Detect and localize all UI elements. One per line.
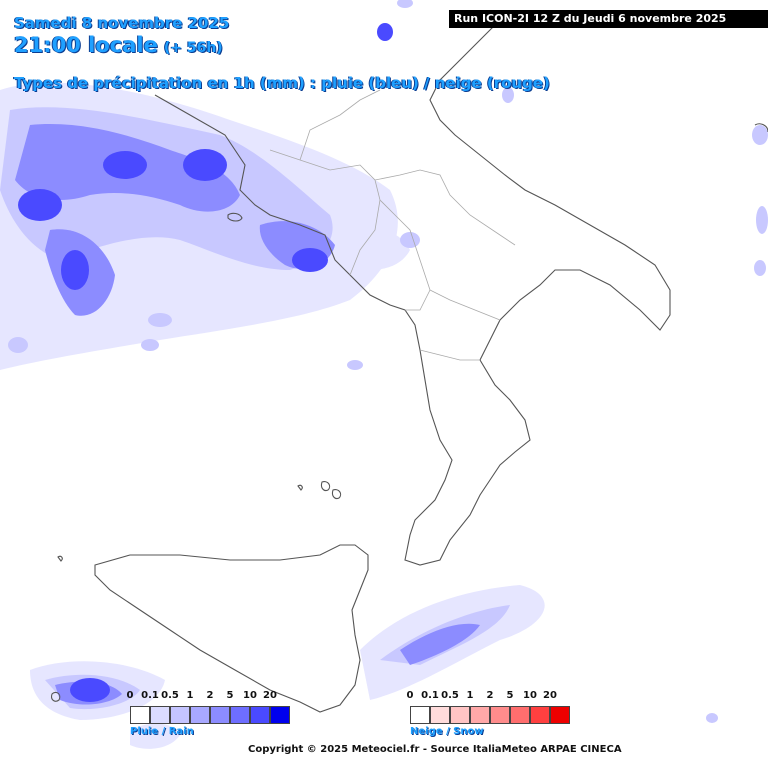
snow-legend-tick: 20 (543, 690, 557, 701)
snow-legend-boxes (410, 706, 570, 724)
rain-legend-swatch (190, 706, 210, 724)
snow-legend-swatch (410, 706, 430, 724)
regional-borders (269, 89, 516, 361)
snow-legend-swatch (430, 706, 450, 724)
snow-legend-tick: 0 (406, 690, 414, 701)
snow-legend-tick: 1 (466, 690, 474, 701)
snow-legend-caption: Neige / Snow (410, 726, 484, 737)
copyright-notice: Copyright © 2025 Meteociel.fr - Source I… (248, 744, 622, 755)
rain-legend-tick: 5 (226, 690, 234, 701)
rain-scattered-cells (8, 0, 768, 723)
rain-legend-swatch (250, 706, 270, 724)
forecast-date: Samedi 8 novembre 2025 (14, 14, 230, 32)
snow-legend-swatch (510, 706, 530, 724)
snow-legend: 0 0.1 0.5 1 2 5 10 20 Neige / Snow (406, 690, 570, 737)
snow-legend-tick: 5 (506, 690, 514, 701)
rain-legend-swatch (270, 706, 290, 724)
snow-legend-tick: 0.5 (441, 690, 459, 701)
rain-legend-swatch (210, 706, 230, 724)
rain-legend-tick: 10 (243, 690, 257, 701)
rain-heavy-cores (18, 23, 393, 702)
forecast-offset: (+ 56h) (163, 40, 223, 56)
coastlines (51, 24, 768, 713)
rain-legend-caption: Pluie / Rain (130, 726, 194, 737)
snow-legend-tick: 10 (523, 690, 537, 701)
rain-legend-swatch (170, 706, 190, 724)
rain-legend-tick: 0 (126, 690, 134, 701)
rain-legend-swatch (130, 706, 150, 724)
forecast-time: 21:00 locale (+ 56h) (14, 33, 223, 57)
forecast-time-value: 21:00 locale (14, 33, 158, 57)
rain-legend-tick: 1 (186, 690, 194, 701)
map-subtitle: Types de précipitation en 1h (mm) : plui… (14, 74, 550, 92)
run-banner: Run ICON-2I 12 Z du Jeudi 6 novembre 202… (449, 10, 768, 28)
rain-legend-boxes (130, 706, 290, 724)
rain-legend-tick: 0.1 (141, 690, 159, 701)
rain-legend-swatch (150, 706, 170, 724)
snow-legend-swatch (490, 706, 510, 724)
snow-legend-swatch (450, 706, 470, 724)
snow-legend-tick: 0.1 (421, 690, 439, 701)
rain-legend: 0 0.1 0.5 1 2 5 10 20 Pluie / Rain (126, 690, 290, 737)
rain-legend-ticks: 0 0.1 0.5 1 2 5 10 20 (126, 690, 290, 704)
rain-legend-tick: 2 (206, 690, 214, 701)
snow-legend-swatch (470, 706, 490, 724)
rain-legend-tick: 0.5 (161, 690, 179, 701)
rain-legend-swatch (230, 706, 250, 724)
snow-legend-swatch (530, 706, 550, 724)
snow-legend-tick: 2 (486, 690, 494, 701)
snow-legend-swatch (550, 706, 570, 724)
rain-legend-tick: 20 (263, 690, 277, 701)
snow-legend-ticks: 0 0.1 0.5 1 2 5 10 20 (406, 690, 570, 704)
